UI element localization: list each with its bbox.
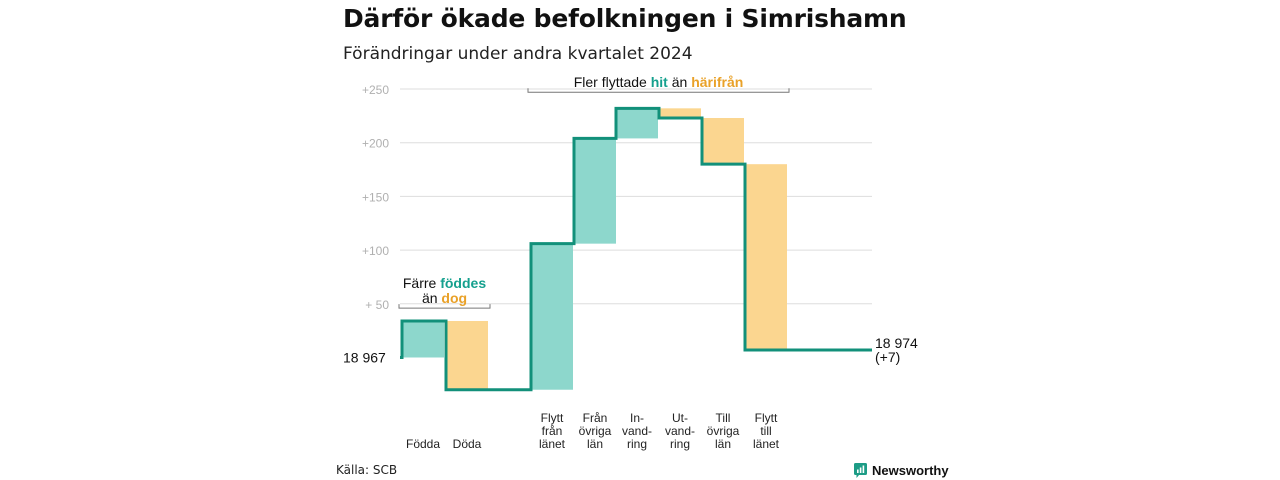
end-value-label: (+7) [875,349,900,365]
category-label: län [715,437,731,451]
category-label: Flytt [541,411,564,425]
chart-title: Därför ökade befolkningen i Simrishamn [343,4,907,33]
y-tick-label: +100 [362,244,389,258]
bar-flytt-från-länet [531,243,573,390]
category-label: In- [630,411,644,425]
y-tick-label: +150 [362,190,389,204]
annotation-bracket-births-deaths [398,304,491,309]
cumulative-step-line [400,106,872,392]
category-label: ring [627,437,647,451]
y-tick-label: +200 [362,137,389,151]
y-tick-label: +250 [362,83,389,97]
category-label: Till [716,411,731,425]
brand-name: Newsworthy [872,462,949,478]
category-label: Döda [453,437,482,451]
source-note: Källa: SCB [336,463,398,477]
y-tick-label: + 50 [365,298,389,312]
category-label: Från [583,411,608,425]
category-label: län [587,437,603,451]
start-value-label: 18 967 [343,350,386,366]
bar-döda [446,320,488,390]
bar-till-övriga-län [702,117,744,165]
category-label: Flytt [755,411,778,425]
annotation-text-migration: Fler flyttade hit än härifrån [574,74,744,90]
category-label: vand- [665,424,695,438]
newsworthy-logo-icon [854,462,867,478]
bar-flytt-till-länet [745,164,787,350]
category-label: ring [670,437,690,451]
annotation-segment: dog [441,290,467,306]
category-label: från [542,424,563,438]
annotation-segment: än [668,74,691,90]
annotation-segment: hit [651,74,668,90]
category-label: övriga [707,424,740,438]
annotation-text-births-deaths: än dog [422,290,467,306]
end-value-label: 18 974 [875,335,918,351]
brand-logo[interactable]: Newsworthy [854,461,949,479]
category-label: till [760,424,771,438]
annotation-text-births-deaths: Färre föddes [403,275,486,291]
annotation-segment: än [422,290,441,306]
annotation-bracket-migration [527,88,790,93]
category-label: övriga [579,424,612,438]
annotation-segment: Fler flyttade [574,74,651,90]
chart-subtitle: Förändringar under andra kvartalet 2024 [343,44,693,64]
bar-invandring [616,108,658,139]
bar-från-övriga-län [574,138,616,244]
annotation-segment: Färre [403,275,440,291]
annotation-segment: föddes [440,275,486,291]
annotation-segment: härifrån [691,74,743,90]
category-label: vand- [622,424,652,438]
category-label: Ut- [672,411,688,425]
category-label: länet [539,437,566,451]
bar-födda [402,320,444,358]
category-label: länet [753,437,780,451]
category-label: Födda [406,437,440,451]
bar-utvandring [659,108,701,118]
